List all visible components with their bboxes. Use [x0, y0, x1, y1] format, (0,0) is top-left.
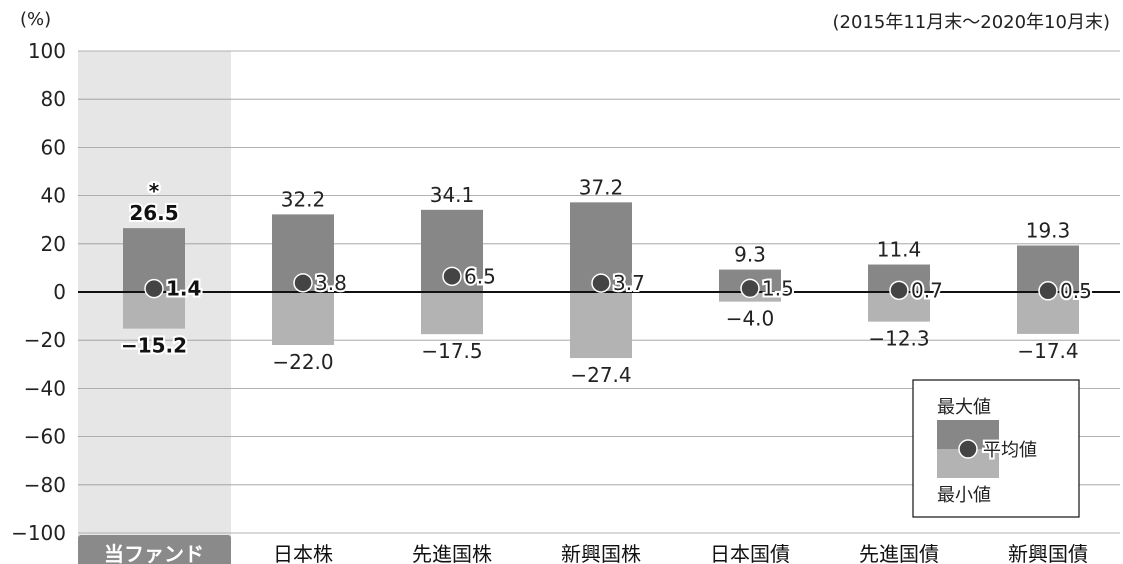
y-tick-label: −100	[11, 521, 66, 545]
legend-avg-label: 平均値	[983, 440, 1037, 461]
category-label: 先進国株	[412, 542, 492, 564]
category-label: 新興国株	[561, 542, 641, 564]
max-value-label: 34.1	[430, 183, 475, 207]
legend-avg-marker	[958, 439, 978, 459]
fund-footnote-marker: *	[149, 179, 160, 203]
y-tick-label: −40	[24, 376, 66, 400]
data-labels: 26.5 1.4 −15.2 32.2 3.8 −22.0 34.1 6.5 −17.5 37.2…	[119, 175, 1094, 387]
y-tick-label: 40	[41, 184, 66, 208]
average-marker	[293, 273, 313, 293]
max-value-label: 37.2	[579, 175, 624, 199]
average-marker	[740, 278, 760, 299]
bar-min	[272, 292, 334, 346]
fund-category-tab	[78, 535, 231, 564]
avg-value-label: 3.8	[315, 271, 347, 295]
y-tick-label: −60	[24, 425, 66, 449]
y-tick-label: 60	[41, 135, 66, 159]
category-label: 当ファンド	[104, 542, 204, 564]
y-tick-label: 20	[41, 232, 66, 256]
category-label: 新興国債	[1008, 542, 1088, 564]
average-marker	[591, 273, 611, 293]
bar-min	[570, 292, 632, 359]
max-value-label: 11.4	[877, 238, 922, 262]
legend-min-label: 最小値	[937, 485, 991, 506]
y-unit-label: (%)	[20, 9, 51, 30]
max-value-label: 32.2	[281, 187, 326, 211]
category-label: 日本国債	[710, 542, 790, 564]
min-value-label: −27.4	[570, 363, 631, 387]
min-value-label: −12.3	[868, 327, 929, 351]
min-value-label: −17.5	[421, 339, 482, 363]
min-value-label: −4.0	[726, 307, 775, 331]
y-tick-label: −80	[24, 473, 66, 497]
max-value-label: 9.3	[734, 243, 766, 267]
average-marker	[1038, 281, 1058, 301]
average-marker	[144, 278, 164, 299]
avg-value-label: 0.7	[911, 278, 943, 302]
max-value-label: 26.5	[129, 201, 178, 225]
category-label: 先進国債	[859, 542, 939, 564]
avg-value-label: 6.5	[464, 264, 496, 288]
min-value-label: −22.0	[272, 350, 333, 374]
avg-value-label: 0.5	[1060, 279, 1092, 303]
average-markers	[144, 266, 1058, 301]
avg-value-label: 1.5	[762, 276, 794, 300]
y-tick-label: 80	[41, 87, 66, 111]
y-tick-label: 100	[28, 39, 66, 63]
category-labels: 当ファンド 日本株 先進国株 新興国株 日本国債 先進国債 新興国債	[78, 535, 1088, 564]
avg-value-label: 1.4	[166, 277, 201, 301]
bar-min	[421, 292, 483, 335]
max-value-label: 19.3	[1026, 218, 1071, 242]
min-value-label: −15.2	[121, 334, 187, 358]
legend: 最大値 平均値 最小値	[912, 379, 1080, 518]
y-tick-label: 0	[53, 280, 66, 304]
period-note: (2015年11月末～2020年10月末)	[833, 12, 1110, 33]
y-axis-ticks: 100 80 60 40 20 0 −20 −40 −60 −80 −100	[11, 39, 66, 545]
min-value-label: −17.4	[1017, 339, 1078, 363]
average-marker	[889, 280, 909, 301]
avg-value-label: 3.7	[613, 271, 645, 295]
legend-max-label: 最大値	[937, 397, 991, 418]
category-label: 日本株	[273, 542, 333, 564]
average-marker	[442, 266, 462, 287]
y-tick-label: −20	[24, 328, 66, 352]
